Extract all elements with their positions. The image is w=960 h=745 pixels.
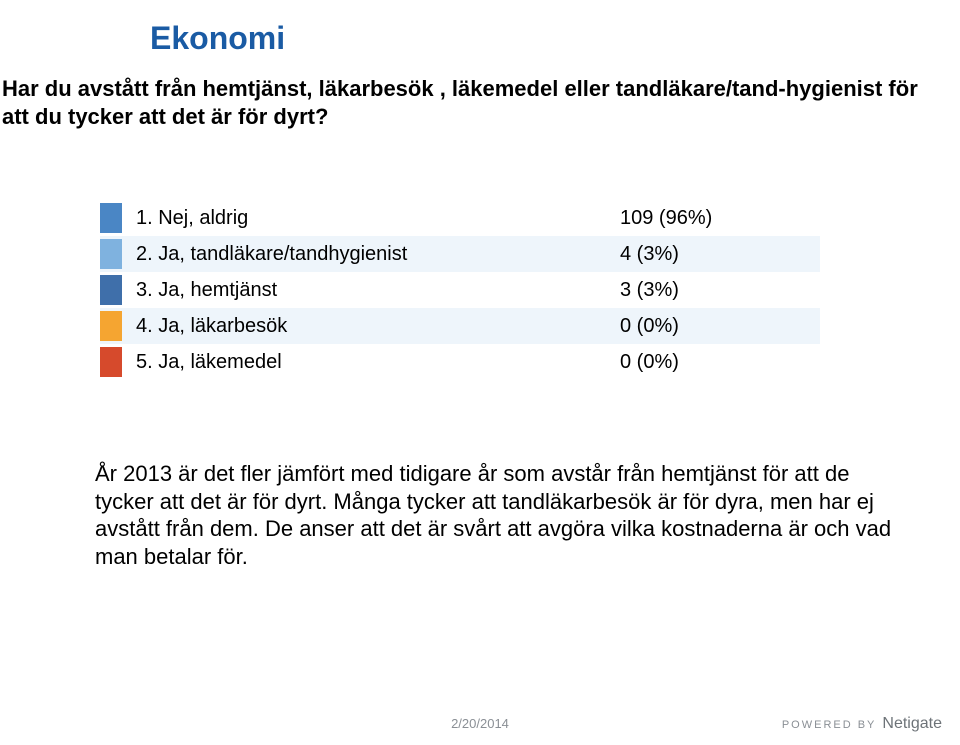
table-row: 4. Ja, läkarbesök0 (0%) <box>100 308 820 344</box>
powered-by-label: POWERED BY <box>782 719 877 731</box>
brand-name: Netigate <box>882 715 942 733</box>
row-label: 2. Ja, tandläkare/tandhygienist <box>132 243 620 266</box>
row-label: 1. Nej, aldrig <box>132 207 620 230</box>
color-swatch <box>100 239 122 269</box>
commentary-text: År 2013 är det fler jämfört med tidigare… <box>95 460 900 570</box>
row-value: 109 (96%) <box>620 207 820 230</box>
table-row: 1. Nej, aldrig109 (96%) <box>100 200 820 236</box>
row-value: 0 (0%) <box>620 351 820 374</box>
row-value: 3 (3%) <box>620 279 820 302</box>
results-table: 1. Nej, aldrig109 (96%)2. Ja, tandläkare… <box>100 200 820 380</box>
page-title: Ekonomi <box>150 20 960 57</box>
color-swatch <box>100 275 122 305</box>
row-value: 0 (0%) <box>620 315 820 338</box>
row-label: 3. Ja, hemtjänst <box>132 279 620 302</box>
row-value: 4 (3%) <box>620 243 820 266</box>
table-row: 5. Ja, läkemedel0 (0%) <box>100 344 820 380</box>
color-swatch <box>100 311 122 341</box>
table-row: 2. Ja, tandläkare/tandhygienist4 (3%) <box>100 236 820 272</box>
row-label: 5. Ja, läkemedel <box>132 351 620 374</box>
table-row: 3. Ja, hemtjänst3 (3%) <box>100 272 820 308</box>
row-label: 4. Ja, läkarbesök <box>132 315 620 338</box>
color-swatch <box>100 203 122 233</box>
slide-page: Ekonomi Har du avstått från hemtjänst, l… <box>0 0 960 745</box>
color-swatch <box>100 347 122 377</box>
footer-date: 2/20/2014 <box>451 716 509 731</box>
powered-by: POWERED BY Netigate <box>782 715 942 733</box>
survey-question: Har du avstått från hemtjänst, läkarbesö… <box>0 75 960 130</box>
